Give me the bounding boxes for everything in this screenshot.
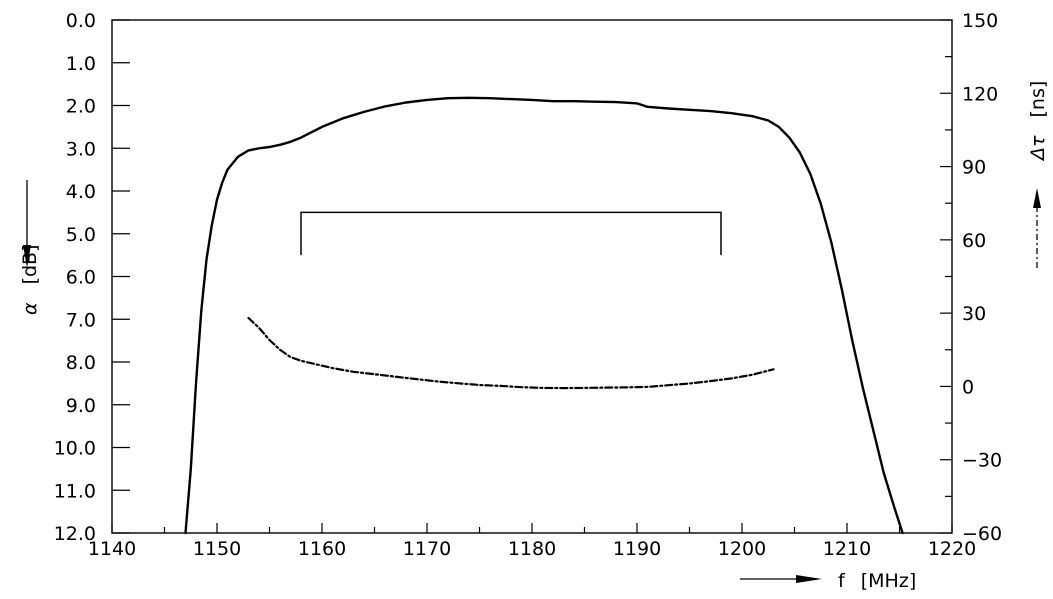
- y-left-tick-label: 7.0: [66, 309, 96, 331]
- y-left-tick-label: 1.0: [66, 53, 96, 75]
- x-tick-label: 1140: [88, 538, 136, 560]
- y-right-tick-label: 60: [962, 230, 986, 252]
- y-left-symbol: α: [19, 302, 41, 315]
- y-right-tick-label: 120: [962, 83, 998, 105]
- y-right-tick-label: 0: [962, 376, 974, 398]
- group-delay-curve: [247, 316, 775, 390]
- y-left-tick-label: 10.0: [54, 438, 96, 460]
- y-right-tick-label: 150: [962, 10, 998, 32]
- ticks-layer: [111, 19, 953, 534]
- y-right-arrow: [1033, 188, 1041, 268]
- y-right-tick-label: 90: [962, 157, 986, 179]
- y-left-tick-label: 9.0: [66, 395, 96, 417]
- svg-text:Δτ [ns]: Δτ [ns]: [1027, 81, 1049, 162]
- x-tick-label: 1190: [613, 538, 661, 560]
- x-tick-label: 1200: [718, 538, 766, 560]
- x-tick-label: 1180: [508, 538, 556, 560]
- passband-bracket: [300, 211, 722, 256]
- x-axis-title: f [MHz]: [838, 570, 916, 592]
- y-right-tick-label: −60: [962, 523, 1002, 545]
- y-right-unit: [ns]: [1027, 81, 1049, 118]
- series-layer: [184, 96, 904, 535]
- y-right-tick-label: 30: [962, 303, 986, 325]
- plot-frame: [111, 19, 953, 534]
- y-left-tick-label: 4.0: [66, 181, 96, 203]
- y-left-tick-label: 12.0: [54, 523, 96, 545]
- y-left-tick-label: 0.0: [66, 10, 96, 32]
- y-right-tick-label: −30: [962, 450, 1002, 472]
- y-left-arrow: [23, 180, 31, 268]
- y-left-tick-label: 11.0: [54, 480, 96, 502]
- y-left-unit: [dB]: [19, 245, 41, 285]
- x-axis-unit: [MHz]: [861, 570, 916, 592]
- y-right-symbol: Δτ: [1027, 135, 1049, 162]
- y-left-tick-label: 3.0: [66, 138, 96, 160]
- y-left-title: α [dB]: [19, 245, 41, 316]
- svg-text:α [dB]: α [dB]: [19, 245, 41, 316]
- x-tick-label: 1160: [298, 538, 346, 560]
- y-left-tick-label: 6.0: [66, 267, 96, 289]
- y-left-tick-label: 2.0: [66, 96, 96, 118]
- attenuation-curve: [184, 96, 904, 535]
- x-tick-label: 1150: [193, 538, 241, 560]
- x-tick-label: 1170: [403, 538, 451, 560]
- x-axis-arrow: [740, 575, 822, 583]
- y-left-tick-label: 5.0: [66, 224, 96, 246]
- x-tick-label: 1210: [823, 538, 871, 560]
- x-axis-symbol: f: [838, 570, 846, 592]
- x-tick-label: 1220: [928, 538, 976, 560]
- y-left-tick-label: 8.0: [66, 352, 96, 374]
- labels-layer: 1140 1150 1160 1170 1180 1190 1200 1210 12200.01…: [54, 10, 1002, 560]
- y-right-title: Δτ [ns]: [1027, 81, 1049, 162]
